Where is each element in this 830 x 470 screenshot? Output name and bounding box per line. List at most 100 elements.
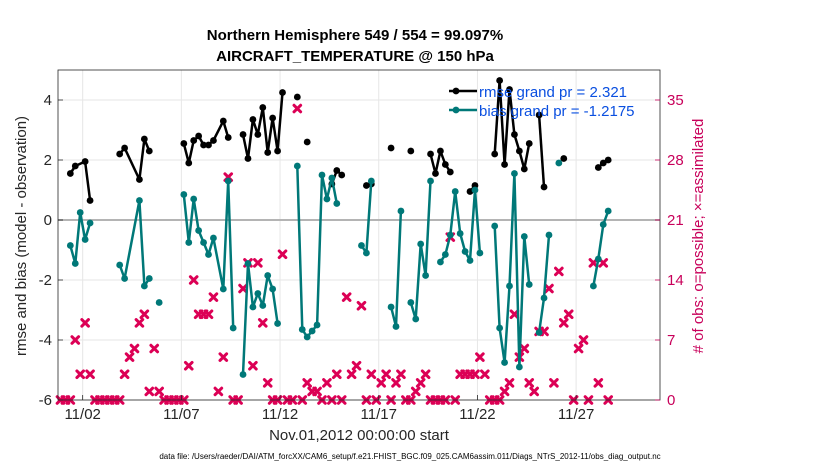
series-line-bias [360, 180, 373, 255]
series-point-rmse [219, 117, 227, 125]
obs-assimilated-marker [218, 352, 229, 362]
series-point-bias [121, 275, 129, 282]
series-point-bias [520, 233, 528, 240]
series-point-bias [323, 195, 331, 203]
series-point-rmse [264, 149, 272, 156]
obs-assimilated-marker [253, 258, 263, 268]
series-point-rmse [205, 141, 212, 149]
series-point-rmse [293, 93, 301, 101]
series-point-rmse [599, 159, 607, 167]
series-point-bias [313, 321, 321, 329]
obs-assimilated-marker [75, 369, 86, 380]
x-tick-label: 11/22 [459, 406, 495, 423]
series-point-bias [205, 251, 212, 258]
obs-assimilated-marker [420, 369, 431, 380]
y-axis-right-label: # of obs: o=possible; ×=assimilated [690, 119, 707, 354]
x-tick-label: 11/07 [163, 406, 199, 423]
obs-assimilated-marker [257, 318, 268, 328]
series-point-bias [318, 171, 326, 179]
obs-assimilated-marker [322, 378, 332, 388]
obs-assimilated-marker [366, 369, 377, 380]
y-right-tick-label: 28 [667, 152, 684, 169]
footer-data-file: data file: /Users/raeder/DAI/ATM_forcXX/… [159, 452, 660, 461]
y-tick-label: 0 [44, 212, 52, 229]
obs-assimilated-marker [213, 386, 224, 397]
series-point-bias [308, 327, 316, 335]
obs-assimilated-marker [351, 360, 362, 371]
series-point-rmse [180, 140, 188, 147]
series-point-rmse [441, 161, 449, 168]
obs-assimilated-marker [356, 300, 367, 311]
obs-assimilated-marker [470, 369, 480, 380]
series-point-bias [136, 197, 143, 204]
series-line-bias [439, 188, 482, 263]
obs-assimilated-marker [119, 369, 130, 380]
obs-assimilated-marker [410, 386, 421, 397]
legend-marker-bias [452, 106, 460, 114]
series-point-bias [461, 248, 469, 255]
plot-marks [55, 77, 613, 405]
series-point-bias [293, 162, 301, 170]
series-line-rmse [182, 119, 230, 165]
series-point-rmse [274, 147, 281, 155]
series-point-rmse [81, 158, 89, 165]
series-point-bias [471, 186, 479, 194]
series-point-bias [333, 200, 341, 207]
series-point-bias [466, 257, 474, 264]
series-point-bias [239, 371, 247, 378]
obs-assimilated-marker [144, 386, 155, 397]
series-point-bias [298, 326, 306, 333]
series-point-bias [506, 282, 513, 290]
series-point-bias [451, 188, 459, 195]
series-point-rmse [210, 137, 217, 144]
series-point-bias [254, 290, 262, 297]
obs-assimilated-marker [578, 335, 589, 345]
obs-assimilated-marker [529, 386, 539, 397]
legend-label-bias: bias grand pr = -1.2175 [479, 103, 635, 120]
obs-assimilated-marker [124, 352, 135, 362]
obs-assimilated-marker [262, 378, 273, 388]
series-point-bias [180, 191, 188, 198]
y-tick-label: 4 [44, 92, 52, 109]
obs-assimilated-marker [509, 309, 520, 320]
series-point-bias [555, 159, 563, 167]
series-point-bias [200, 239, 207, 246]
series-point-bias [145, 275, 153, 282]
series-point-rmse [185, 159, 193, 167]
series-point-bias [589, 282, 597, 290]
series-point-rmse [239, 131, 247, 138]
obs-assimilated-marker [238, 283, 248, 294]
axis-ticks: 11/02 11/07 11/12 11/17 11/22 11/27 -6 -4 -2 0 2 4 0… [39, 92, 684, 423]
obs-assimilated-marker [208, 292, 219, 302]
series-point-bias [476, 249, 484, 257]
obs-assimilated-marker [312, 386, 322, 397]
series-point-rmse [71, 162, 79, 170]
series-point-bias [224, 177, 232, 185]
series-point-rmse [121, 144, 129, 152]
series-point-rmse [506, 86, 513, 93]
series-line-rmse [537, 114, 546, 188]
series-point-rmse [535, 111, 543, 119]
obs-assimilated-marker [549, 378, 559, 388]
legend: rmse grand pr = 2.321 bias grand pr = -1… [449, 84, 635, 120]
series-point-rmse [244, 155, 252, 162]
series-point-bias [387, 303, 395, 311]
series-point-rmse [140, 135, 148, 143]
series-point-rmse [446, 168, 454, 176]
series-point-rmse [269, 114, 277, 122]
series-point-rmse [200, 141, 207, 149]
obs-assimilated-marker [149, 343, 160, 354]
obs-assimilated-marker [376, 378, 387, 388]
series-line-bias [118, 199, 151, 288]
series-point-bias [456, 230, 464, 237]
obs-assimilated-marker [183, 360, 194, 371]
series-point-rmse [501, 161, 508, 168]
obs-assimilated-marker [129, 343, 140, 354]
y-right-tick-label: 7 [667, 332, 675, 349]
series-point-rmse [333, 167, 341, 174]
series-point-rmse [491, 150, 499, 158]
series-point-bias [441, 251, 449, 258]
series-point-bias [81, 236, 89, 243]
series-point-rmse [540, 183, 548, 191]
series-point-rmse [249, 116, 257, 123]
